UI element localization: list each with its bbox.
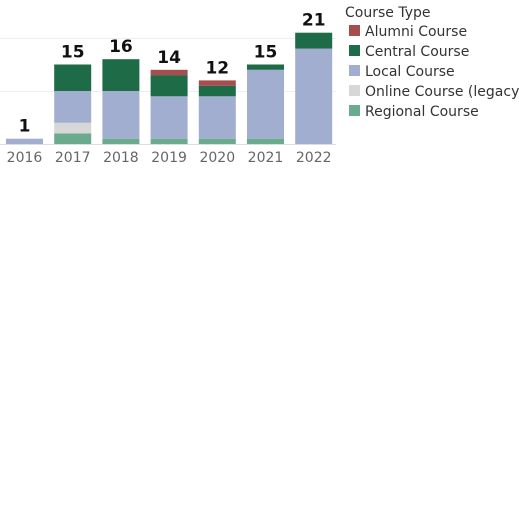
total-label-2017: 15 — [61, 43, 85, 63]
x-tick-2017: 2017 — [55, 150, 91, 166]
bar-2021-regional-course — [247, 138, 284, 144]
bar-2020-central-course — [198, 85, 236, 97]
bar-2019-regional-course — [150, 138, 188, 144]
bar-2017-central-course — [54, 64, 92, 91]
legend-swatch — [349, 65, 360, 76]
total-labels: 1 15 16 14 12 15 21 — [19, 11, 326, 137]
bar-2016-local-course — [6, 138, 43, 144]
legend-label: Online Course (legacy) — [365, 84, 519, 100]
legend-label: Local Course — [365, 64, 455, 80]
total-label-2018: 16 — [109, 37, 133, 57]
x-tick-2021: 2021 — [248, 150, 284, 166]
bar-2021-local-course — [247, 69, 284, 139]
legend-item-regional-course: Regional Course — [349, 104, 479, 120]
legend-label: Alumni Course — [365, 24, 467, 40]
legend: Course Type Alumni Course Central Course L… — [345, 5, 519, 120]
legend-swatch — [349, 105, 360, 116]
legend-item-central-course: Central Course — [349, 44, 469, 60]
x-tick-2020: 2020 — [199, 150, 235, 166]
total-label-2016: 1 — [19, 117, 31, 137]
total-label-2020: 12 — [205, 58, 229, 78]
legend-swatch — [349, 25, 360, 36]
bar-2019-central-course — [150, 75, 188, 97]
total-label-2019: 14 — [157, 48, 181, 68]
total-label-2022: 21 — [302, 11, 326, 31]
bar-2022-central-course — [295, 32, 333, 49]
legend-title: Course Type — [345, 5, 430, 21]
total-label-2021: 15 — [254, 43, 278, 63]
bar-2019-alumni-course — [150, 69, 188, 76]
legend-swatch — [349, 85, 360, 96]
bar-2018-central-course — [102, 59, 140, 91]
bar-2017-regional-course — [54, 133, 92, 144]
x-tick-2019: 2019 — [151, 150, 187, 166]
bars-layer — [6, 32, 333, 144]
legend-item-local-course: Local Course — [349, 64, 455, 80]
bar-2018-local-course — [102, 91, 140, 139]
legend-label: Central Course — [365, 44, 469, 60]
legend-item-alumni-course: Alumni Course — [349, 24, 467, 40]
legend-item-online-course-legacy: Online Course (legacy) — [349, 84, 519, 100]
legend-swatch — [349, 45, 360, 56]
bar-2020-local-course — [198, 96, 236, 139]
bar-2019-local-course — [150, 96, 188, 139]
legend-items: Alumni Course Central Course Local Course O… — [349, 24, 519, 120]
x-tick-2018: 2018 — [103, 150, 139, 166]
bar-2020-regional-course — [198, 138, 236, 144]
bar-2017-online-course-legacy — [54, 122, 92, 134]
x-tick-2016: 2016 — [7, 150, 43, 166]
bar-2017-local-course — [54, 91, 92, 123]
bar-2018-regional-course — [102, 138, 140, 144]
legend-label: Regional Course — [365, 104, 479, 120]
bar-2022-local-course — [295, 48, 333, 144]
x-axis-ticks: 2016 2017 2018 2019 2020 2021 2022 — [7, 150, 332, 166]
x-tick-2022: 2022 — [296, 150, 332, 166]
bar-2020-alumni-course — [198, 80, 236, 86]
bar-2021-central-course — [247, 64, 284, 70]
